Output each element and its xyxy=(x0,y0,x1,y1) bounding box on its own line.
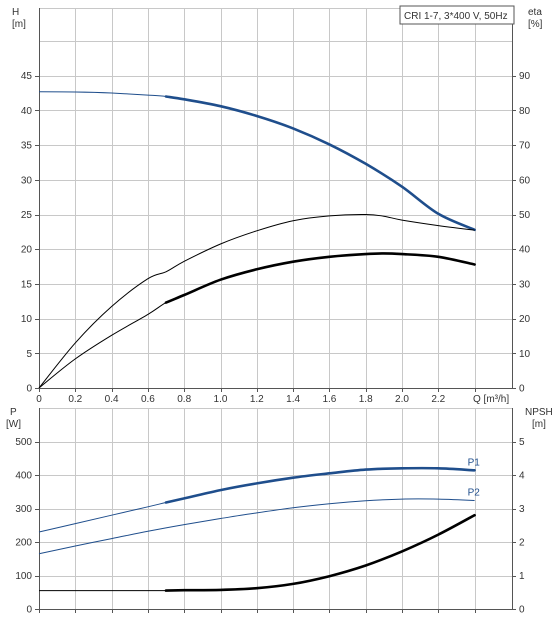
bottom-left-axis-title: P xyxy=(10,407,17,418)
left-tick-label: 300 xyxy=(15,504,32,515)
left-tick-label: 5 xyxy=(26,349,32,360)
x-tick-label: 2.2 xyxy=(431,394,445,405)
top-right-axis-unit: [%] xyxy=(528,19,543,30)
series-operating-range xyxy=(164,95,476,232)
right-tick-label: 0 xyxy=(519,384,525,395)
right-tick-label: 2 xyxy=(519,538,525,549)
bottom-left-axis-unit: [W] xyxy=(6,419,21,430)
right-tick-label: 0 xyxy=(519,605,525,616)
left-tick-label: 45 xyxy=(21,71,33,82)
x-tick-label: 1.2 xyxy=(250,394,264,405)
right-tick-label: 40 xyxy=(519,245,531,256)
bottom-right-axis-title: NPSH xyxy=(525,407,553,418)
series-line xyxy=(38,498,475,555)
series-line xyxy=(38,213,475,389)
series-label: P2 xyxy=(468,487,481,498)
top-right-axis-title: eta xyxy=(528,7,542,18)
series-operating-range xyxy=(164,252,476,304)
series-line xyxy=(38,91,475,231)
right-tick-label: 5 xyxy=(519,437,525,448)
x-tick-label: 1.0 xyxy=(214,394,228,405)
right-tick-label: 60 xyxy=(519,175,531,186)
right-tick-label: 3 xyxy=(519,504,525,515)
series-line xyxy=(38,252,475,389)
series-operating-range xyxy=(164,466,476,504)
right-tick-label: 10 xyxy=(519,349,531,360)
left-tick-label: 35 xyxy=(21,141,33,152)
chart-title: CRI 1-7, 3*400 V, 50Hz xyxy=(404,11,508,22)
right-tick-label: 30 xyxy=(519,279,531,290)
series-line xyxy=(39,514,475,592)
right-tick-label: 80 xyxy=(519,106,531,117)
series-layer xyxy=(38,91,476,592)
x-tick-label: 1.6 xyxy=(322,394,336,405)
left-tick-label: 400 xyxy=(15,471,32,482)
x-tick-label: 2.0 xyxy=(395,394,409,405)
top-x-axis-label: Q [m³/h] xyxy=(473,394,509,405)
x-tick-label: 0.8 xyxy=(177,394,191,405)
right-tick-label: 1 xyxy=(519,571,525,582)
axis-layer xyxy=(35,8,516,613)
right-tick-label: 70 xyxy=(519,141,531,152)
chart-title-frame xyxy=(399,5,515,25)
left-tick-label: 0 xyxy=(26,605,32,616)
top-left-axis-title: H xyxy=(12,7,19,18)
left-tick-label: 200 xyxy=(15,538,32,549)
left-tick-label: 15 xyxy=(21,279,33,290)
right-tick-label: 20 xyxy=(519,314,531,325)
bottom-right-axis-unit: [m] xyxy=(532,419,546,430)
right-tick-label: 4 xyxy=(519,471,525,482)
top-left-axis-unit: [m] xyxy=(12,19,26,30)
x-tick-label: 1.4 xyxy=(286,394,300,405)
left-tick-label: 100 xyxy=(15,571,32,582)
series-operating-range xyxy=(164,513,476,592)
left-tick-label: 25 xyxy=(21,210,33,221)
x-tick-label: 0.6 xyxy=(141,394,155,405)
right-tick-label: 50 xyxy=(519,210,531,221)
label-layer: H [m] eta [%] Q [m³/h] P [W] NPSH [m] CR… xyxy=(6,5,553,616)
left-tick-label: 0 xyxy=(26,384,32,395)
x-tick-label: 1.8 xyxy=(359,394,373,405)
x-tick-label: 0.2 xyxy=(68,394,82,405)
left-tick-label: 10 xyxy=(21,314,33,325)
series-line xyxy=(38,467,475,533)
left-tick-label: 30 xyxy=(21,175,33,186)
x-tick-label: 0 xyxy=(36,394,42,405)
left-tick-label: 500 xyxy=(15,437,32,448)
x-tick-label: 0.4 xyxy=(105,394,119,405)
right-tick-label: 90 xyxy=(519,71,531,82)
chart-title-box: CRI 1-7, 3*400 V, 50Hz xyxy=(399,5,515,25)
series-label: P1 xyxy=(468,457,481,468)
left-tick-label: 40 xyxy=(21,106,33,117)
left-tick-label: 20 xyxy=(21,245,33,256)
